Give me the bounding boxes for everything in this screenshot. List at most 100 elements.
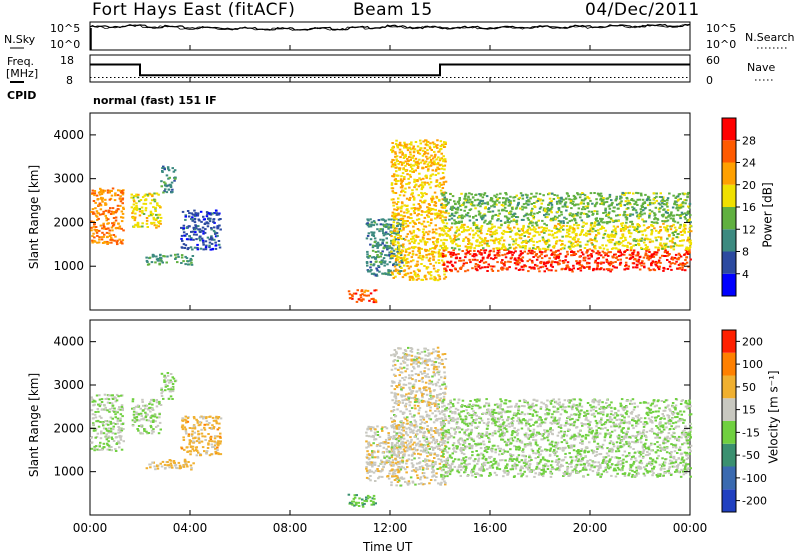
heatmap-cell <box>442 263 446 266</box>
heatmap-cell <box>429 209 432 211</box>
heatmap-cell <box>90 441 93 444</box>
heatmap-cell <box>169 373 173 375</box>
heatmap-cell <box>416 268 420 271</box>
heatmap-cell <box>406 220 409 222</box>
heatmap-cell <box>369 238 373 241</box>
heatmap-cell <box>561 240 564 243</box>
heatmap-cell <box>400 182 403 185</box>
heatmap-cell <box>588 254 592 257</box>
heatmap-cell <box>432 255 435 258</box>
heatmap-cell <box>189 453 192 456</box>
heatmap-cell <box>513 219 516 222</box>
heatmap-cell <box>96 419 100 422</box>
heatmap-cell <box>390 182 394 185</box>
heatmap-cell <box>451 265 455 268</box>
heatmap-cell <box>162 255 165 257</box>
heatmap-cell <box>405 262 408 265</box>
heatmap-cell <box>453 222 457 225</box>
heatmap-cell <box>187 215 191 218</box>
heatmap-cell <box>404 250 408 253</box>
heatmap-cell <box>393 201 396 204</box>
heatmap-cell <box>469 227 472 230</box>
heatmap-cell <box>544 262 548 265</box>
heatmap-cell <box>167 397 171 400</box>
heatmap-cell <box>398 236 402 239</box>
heatmap-cell <box>408 278 412 281</box>
heatmap-cell <box>566 261 570 264</box>
heatmap-cell <box>415 163 419 166</box>
heatmap-cell <box>105 219 108 222</box>
heatmap-cell <box>548 197 552 200</box>
heatmap-cell <box>606 214 610 216</box>
heatmap-cell <box>502 204 505 207</box>
heatmap-cell <box>389 273 392 276</box>
heatmap-cell <box>421 210 424 213</box>
heatmap-cell <box>588 230 591 233</box>
heatmap-cell <box>92 429 96 432</box>
heatmap-cell <box>601 250 605 253</box>
heatmap-cell <box>388 472 391 475</box>
heatmap-cell <box>106 191 110 194</box>
heatmap-cell <box>184 263 187 266</box>
heatmap-cell <box>590 222 593 225</box>
heatmap-cell <box>429 186 432 189</box>
heatmap-cell <box>428 442 431 445</box>
heatmap-cell <box>479 267 482 270</box>
heatmap-cell <box>155 218 158 221</box>
heatmap-cell <box>377 465 380 467</box>
heatmap-cell <box>359 299 363 302</box>
heatmap-cell <box>140 424 143 427</box>
heatmap-cell <box>521 252 524 255</box>
heatmap-cell <box>436 238 439 241</box>
heatmap-cell <box>508 266 511 269</box>
heatmap-cell <box>556 216 559 219</box>
heatmap-cell <box>160 180 163 183</box>
heatmap-cell <box>496 249 500 252</box>
heatmap-cell <box>536 264 539 267</box>
heatmap-cell <box>534 222 538 224</box>
heatmap-cell <box>442 191 445 194</box>
heatmap-cell <box>512 196 515 199</box>
heatmap-cell <box>400 180 403 183</box>
heatmap-cell <box>159 220 162 222</box>
heatmap-cell <box>490 223 494 226</box>
heatmap-cell <box>586 195 589 198</box>
heatmap-cell <box>687 205 690 208</box>
heatmap-cell <box>400 190 403 193</box>
heatmap-cell <box>425 141 429 144</box>
heatmap-cell <box>486 201 489 204</box>
heatmap-cell <box>638 212 642 215</box>
heatmap-cell <box>412 229 416 232</box>
heatmap-cell <box>390 218 393 221</box>
heatmap-cell <box>134 405 138 408</box>
heatmap-cell <box>541 229 545 232</box>
heatmap-cell <box>479 241 482 244</box>
heatmap-cell <box>496 198 500 201</box>
heatmap-cell <box>103 241 106 244</box>
heatmap-cell <box>551 260 554 263</box>
heatmap-cell <box>544 210 547 213</box>
heatmap-cell <box>171 167 174 170</box>
heatmap-cell <box>596 223 599 226</box>
heatmap-cell <box>536 199 540 202</box>
heatmap-cell <box>206 225 210 228</box>
heatmap-cell <box>426 169 430 172</box>
heatmap-cell <box>357 501 360 504</box>
heatmap-cell <box>554 250 557 253</box>
heatmap-cell <box>402 246 405 249</box>
heatmap-cell <box>396 461 400 464</box>
heatmap-cell <box>95 210 99 213</box>
heatmap-cell <box>103 233 106 236</box>
heatmap-cell <box>684 217 687 220</box>
heatmap-cell <box>394 459 398 462</box>
heatmap-cell <box>583 247 587 249</box>
heatmap-cell <box>393 475 396 478</box>
heatmap-cell <box>657 261 661 264</box>
heatmap-cell <box>650 254 654 257</box>
heatmap-cell <box>484 202 487 205</box>
heatmap-cell <box>626 213 629 216</box>
heatmap-cell <box>466 251 469 254</box>
heatmap-cell <box>215 415 218 418</box>
heatmap-cell <box>101 227 104 230</box>
heatmap-cell <box>480 202 484 205</box>
